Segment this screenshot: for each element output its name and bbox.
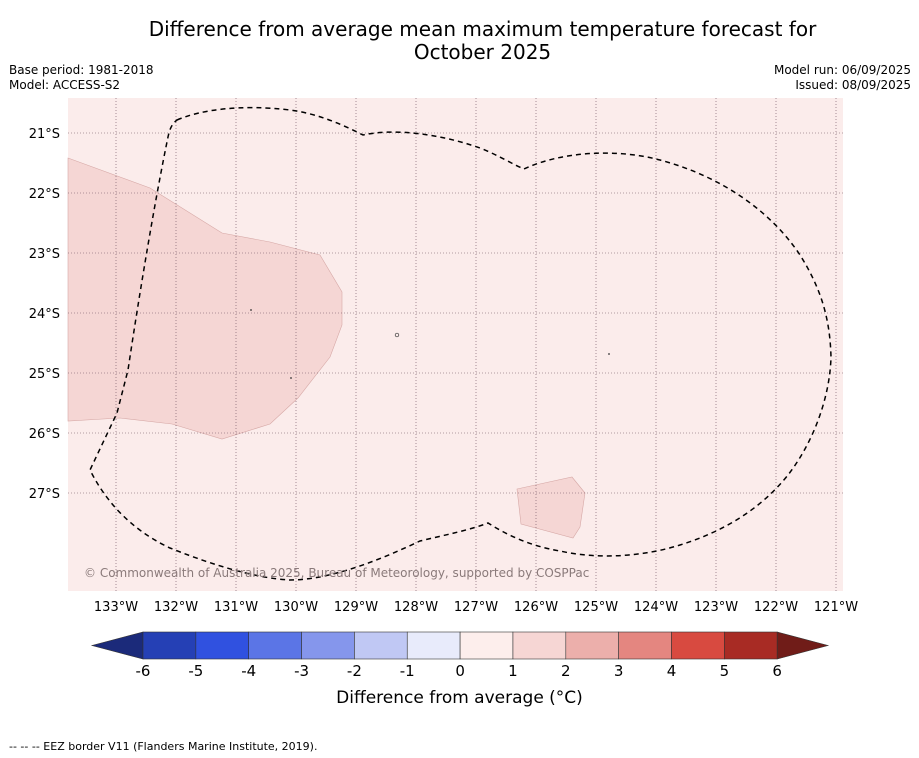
- anomaly-region-southeast: [516, 476, 586, 539]
- lon-label: 122°W: [754, 600, 798, 615]
- lon-label: 129°W: [334, 600, 378, 615]
- colorbar-tick-label: -6: [136, 662, 151, 680]
- colorbar-tick-label: 6: [772, 662, 782, 680]
- lon-label: 125°W: [574, 600, 618, 615]
- lon-axis: 133°W 132°W 131°W 130°W 129°W 128°W 127°…: [94, 600, 858, 615]
- colorbar-tick-label: 3: [614, 662, 624, 680]
- eez-footnote: -- -- -- EEZ border V11 (Flanders Marine…: [9, 740, 318, 753]
- base-period: Base period: 1981-2018: [9, 63, 154, 77]
- colorbar-tick-label: -2: [347, 662, 362, 680]
- island-marker: [608, 353, 610, 355]
- colorbar-tick-label: -5: [188, 662, 203, 680]
- eez-border: [89, 106, 832, 581]
- title-line-1: Difference from average mean maximum tem…: [148, 17, 817, 41]
- island-marker: [290, 377, 292, 379]
- lon-label: 124°W: [634, 600, 678, 615]
- map-figure: © Commonwealth of Australia 2025, Bureau…: [29, 98, 858, 680]
- colorbar-segment: [459, 631, 514, 660]
- lat-label: 21°S: [29, 127, 60, 142]
- colorbar-segment: [195, 631, 250, 660]
- lat-label: 24°S: [29, 307, 60, 322]
- colorbar-tick-label: -3: [294, 662, 309, 680]
- lat-label: 26°S: [29, 427, 60, 442]
- colorbar-title: Difference from average (°C): [336, 688, 583, 708]
- lon-label: 123°W: [694, 600, 738, 615]
- colorbar-tick-label: 2: [561, 662, 571, 680]
- lon-label: 126°W: [514, 600, 558, 615]
- colorbar-segment: [406, 631, 461, 660]
- colorbar-tick-label: 0: [455, 662, 465, 680]
- colorbar-extend-low: [90, 631, 144, 660]
- lon-label: 131°W: [214, 600, 258, 615]
- colorbar-segment: [565, 631, 619, 660]
- lon-label: 127°W: [454, 600, 498, 615]
- lat-label: 25°S: [29, 367, 60, 382]
- colorbar-segment: [512, 631, 567, 660]
- colorbar-segment: [248, 631, 302, 660]
- colorbar-tick-label: -4: [241, 662, 256, 680]
- island-marker: [250, 309, 252, 311]
- lat-label: 23°S: [29, 247, 60, 262]
- lon-label: 128°W: [394, 600, 438, 615]
- meta-left: Base period: 1981-2018 Model: ACCESS-S2: [9, 63, 154, 93]
- graticule: [68, 98, 843, 591]
- lon-label: 133°W: [94, 600, 138, 615]
- meta-right: Model run: 06/09/2025 Issued: 08/09/2025: [774, 63, 911, 93]
- colorbar-segment: [301, 631, 355, 660]
- colorbar-segment: [618, 631, 672, 660]
- colorbar-segment: [354, 631, 408, 660]
- model-run: Model run: 06/09/2025: [773, 63, 911, 77]
- title-line-2: October 2025: [413, 40, 552, 64]
- lat-axis: 21°S 22°S 23°S 24°S 25°S 26°S 27°S: [29, 127, 60, 502]
- lon-label: 130°W: [274, 600, 318, 615]
- anomaly-region-west: [67, 157, 343, 440]
- island-marker: [394, 332, 400, 338]
- lon-label: 132°W: [154, 600, 198, 615]
- colorbar-segment: [671, 631, 725, 660]
- lat-label: 22°S: [29, 187, 60, 202]
- issued-date: Issued: 08/09/2025: [795, 78, 911, 92]
- colorbar-extend-high: [776, 631, 830, 660]
- copyright-text: © Commonwealth of Australia 2025, Bureau…: [84, 566, 589, 580]
- lon-label: 121°W: [814, 600, 858, 615]
- colorbar-tick-label: 4: [667, 662, 677, 680]
- colorbar-tick-label: -1: [400, 662, 415, 680]
- colorbar-tick-label: 5: [720, 662, 730, 680]
- colorbar-segment: [724, 631, 778, 660]
- model-name: Model: ACCESS-S2: [9, 78, 121, 92]
- colorbar-segment: [142, 631, 197, 660]
- colorbar-tick-label: 1: [508, 662, 518, 680]
- colorbar: -6 -5 -4 -3 -2 -1 0 1 2 3 4 5 6: [90, 631, 830, 680]
- map-title: Difference from average mean maximum tem…: [60, 18, 905, 64]
- lat-label: 27°S: [29, 487, 60, 502]
